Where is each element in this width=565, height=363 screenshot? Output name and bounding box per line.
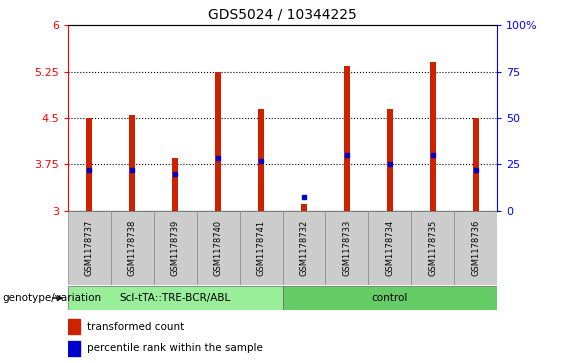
Bar (368, 211, 411, 285)
Text: GSM1178738: GSM1178738 (128, 220, 137, 276)
Bar (240, 211, 282, 285)
Text: GSM1178735: GSM1178735 (428, 220, 437, 276)
Text: GSM1178737: GSM1178737 (85, 220, 94, 276)
Title: GDS5024 / 10344225: GDS5024 / 10344225 (208, 8, 357, 21)
Text: percentile rank within the sample: percentile rank within the sample (87, 343, 263, 354)
Bar (386, 109, 393, 211)
Bar (282, 286, 497, 310)
Text: GSM1178733: GSM1178733 (342, 220, 351, 276)
Bar (68, 211, 111, 285)
Bar (472, 118, 479, 211)
Bar (111, 211, 154, 285)
Bar (68, 286, 282, 310)
Bar (282, 211, 325, 285)
Bar (344, 66, 350, 211)
Bar (86, 118, 93, 211)
Text: GSM1178739: GSM1178739 (171, 220, 180, 276)
Bar (68, 340, 80, 356)
Text: GSM1178732: GSM1178732 (299, 220, 308, 276)
Text: GSM1178740: GSM1178740 (214, 220, 223, 276)
Bar (325, 211, 368, 285)
Text: GSM1178741: GSM1178741 (257, 220, 266, 276)
Bar (172, 158, 179, 211)
Text: ScI-tTA::TRE-BCR/ABL: ScI-tTA::TRE-BCR/ABL (120, 293, 231, 303)
Bar (258, 109, 264, 211)
Text: GSM1178736: GSM1178736 (471, 220, 480, 276)
Text: transformed count: transformed count (87, 322, 184, 332)
Bar (301, 204, 307, 211)
Bar (411, 211, 454, 285)
Bar (68, 319, 80, 334)
Text: GSM1178734: GSM1178734 (385, 220, 394, 276)
Bar (197, 211, 240, 285)
Bar (215, 72, 221, 211)
Text: control: control (372, 293, 408, 303)
Text: genotype/variation: genotype/variation (3, 293, 102, 303)
Bar (429, 62, 436, 211)
Bar (454, 211, 497, 285)
Bar (129, 115, 136, 211)
Bar (154, 211, 197, 285)
